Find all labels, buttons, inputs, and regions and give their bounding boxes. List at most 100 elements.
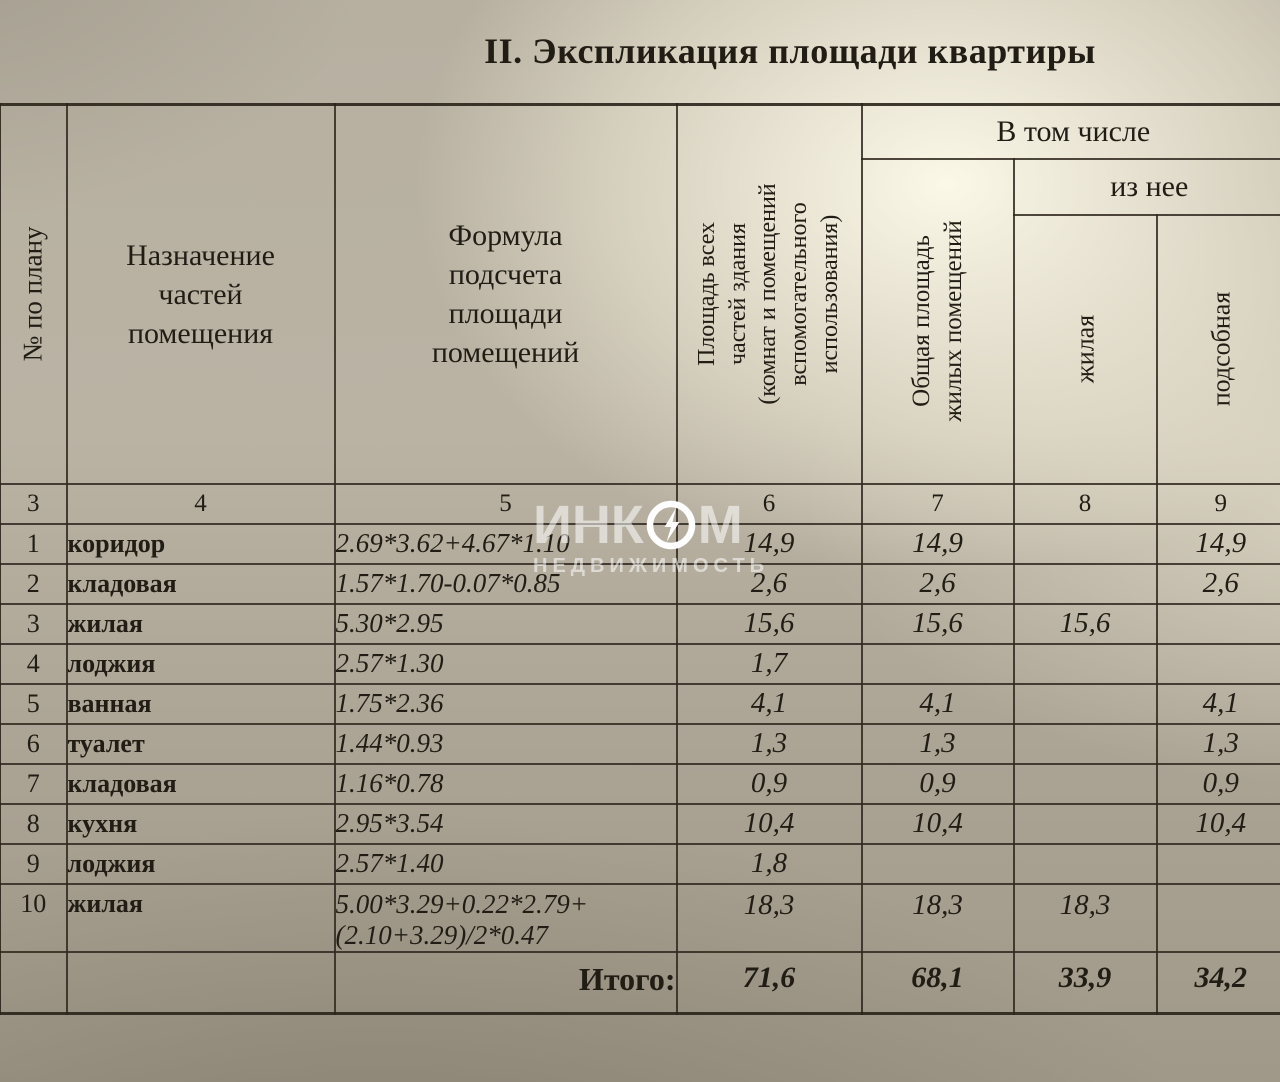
cell-formula: 1.16*0.78: [333, 762, 678, 805]
cell-auxiliary: 2,6: [1155, 562, 1280, 605]
cell-name: жилая: [65, 602, 336, 645]
totals-empty-no: [0, 950, 68, 1015]
cell-formula: 5.00*3.29+0.22*2.79+ (2.10+3.29)/2*0.47: [333, 882, 678, 953]
table-row: 8 кухня 2.95*3.54 10,4 10,4 10,4: [0, 802, 1280, 845]
cell-no: 5: [0, 682, 68, 725]
cell-auxiliary: [1155, 602, 1280, 645]
header-living-total: Общая площадь жилых помещений: [860, 157, 1015, 485]
totals-empty-name: [65, 950, 336, 1015]
table-row: 4 лоджия 2.57*1.30 1,7: [0, 642, 1280, 685]
explication-table: № по плану Назначение частей помещения Ф…: [0, 103, 1280, 1015]
totals-all-area: 71,6: [675, 950, 863, 1015]
cell-living: [1012, 682, 1158, 725]
cell-formula: 1.57*1.70-0.07*0.85: [333, 562, 678, 605]
cell-no: 2: [0, 562, 68, 605]
cell-living-total: 4,1: [860, 682, 1015, 725]
cell-auxiliary: [1155, 842, 1280, 885]
cell-all-area: 4,1: [675, 682, 863, 725]
header-row-3: жилая подсобная: [0, 213, 1280, 485]
column-numbers-row: 3 4 5 6 7 8 9: [0, 482, 1280, 525]
header-plan-no: № по плану: [0, 103, 68, 485]
totals-auxiliary: 34,2: [1155, 950, 1280, 1015]
cell-name: туалет: [65, 722, 336, 765]
header-auxiliary: подсобная: [1155, 213, 1280, 485]
cell-name: жилая: [65, 882, 336, 953]
header-total-area: Площадь всех частей здания (комнат и пом…: [675, 103, 863, 485]
cell-living-total: [860, 842, 1015, 885]
cell-auxiliary: [1155, 642, 1280, 685]
cell-name: кладовая: [65, 762, 336, 805]
cell-formula: 1.75*2.36: [333, 682, 678, 725]
header-row-2: Общая площадь жилых помещений из нее: [0, 157, 1280, 485]
table-row: 5 ванная 1.75*2.36 4,1 4,1 4,1: [0, 682, 1280, 725]
cell-living-total: 2,6: [860, 562, 1015, 605]
header-total-area-label: Площадь всех частей здания (комнат и пом…: [694, 183, 844, 405]
watermark-brand-right: М: [697, 495, 743, 555]
cell-all-area: 1,3: [675, 722, 863, 765]
cell-no: 9: [0, 842, 68, 885]
column-number-cell: 6: [675, 482, 863, 525]
column-number-cell: 7: [860, 482, 1015, 525]
cell-auxiliary: 4,1: [1155, 682, 1280, 725]
header-living: жилая: [1012, 213, 1158, 485]
table-row: 6 туалет 1.44*0.93 1,3 1,3 1,3: [0, 722, 1280, 765]
cell-formula: 1.44*0.93: [333, 722, 678, 765]
header-formula: Формула подсчета площади помещений: [333, 103, 678, 485]
header-living-total-label: Общая площадь жилых помещений: [907, 220, 967, 422]
column-number-cell: 4: [65, 482, 336, 525]
header-purpose: Назначение частей помещения: [65, 103, 336, 485]
cell-no: 7: [0, 762, 68, 805]
cell-living: [1012, 722, 1158, 765]
totals-row: Итого: 71,6 68,1 33,9 34,2: [0, 950, 1280, 1015]
table-row: 9 лоджия 2.57*1.40 1,8: [0, 842, 1280, 885]
column-number-cell: 8: [1012, 482, 1158, 525]
cell-name: ванная: [65, 682, 336, 725]
cell-living: 18,3: [1012, 882, 1158, 953]
column-number-cell: 3: [0, 482, 68, 525]
cell-living: [1012, 802, 1158, 845]
cell-auxiliary: [1155, 882, 1280, 953]
cell-formula: 5.30*2.95: [333, 602, 678, 645]
cell-no: 8: [0, 802, 68, 845]
totals-label: Итого:: [333, 950, 678, 1015]
cell-auxiliary: 14,9: [1155, 522, 1280, 565]
cell-no: 10: [0, 882, 68, 953]
page-title: II. Экспликация площади квартиры: [484, 31, 1096, 71]
cell-living: [1012, 842, 1158, 885]
cell-living: [1012, 562, 1158, 605]
table-row: 2 кладовая 1.57*1.70-0.07*0.85 2,6 2,6 2…: [0, 562, 1280, 605]
cell-living: [1012, 522, 1158, 565]
cell-no: 3: [0, 602, 68, 645]
cell-all-area: 14,9: [675, 522, 863, 565]
cell-all-area: 2,6: [675, 562, 863, 605]
totals-living: 33,9: [1012, 950, 1158, 1015]
cell-no: 6: [0, 722, 68, 765]
cell-auxiliary: 1,3: [1155, 722, 1280, 765]
header-plan-no-label: № по плану: [17, 226, 48, 362]
cell-living-total: [860, 642, 1015, 685]
table-row: 10 жилая 5.00*3.29+0.22*2.79+ (2.10+3.29…: [0, 882, 1280, 953]
cell-all-area: 15,6: [675, 602, 863, 645]
cell-no: 1: [0, 522, 68, 565]
lightning-in-circle-logo-icon: [646, 500, 696, 550]
watermark-brand-left: ИНК: [533, 495, 644, 555]
column-number-cell: 5: [333, 482, 678, 525]
cell-all-area: 0,9: [675, 762, 863, 805]
watermark-brand: ИНК М: [533, 498, 769, 552]
table-row: 7 кладовая 1.16*0.78 0,9 0,9 0,9: [0, 762, 1280, 805]
cell-auxiliary: 0,9: [1155, 762, 1280, 805]
cell-living: [1012, 642, 1158, 685]
cell-formula: 2.69*3.62+4.67*1.10: [333, 522, 678, 565]
header-row-1: № по плану Назначение частей помещения Ф…: [0, 103, 1280, 485]
header-including: В том числе: [860, 103, 1280, 160]
cell-formula: 2.57*1.30: [333, 642, 678, 685]
cell-auxiliary: 10,4: [1155, 802, 1280, 845]
cell-no: 4: [0, 642, 68, 685]
cell-all-area: 1,8: [675, 842, 863, 885]
cell-name: кладовая: [65, 562, 336, 605]
cell-all-area: 18,3: [675, 882, 863, 953]
header-of-it: из нее: [1012, 157, 1280, 216]
header-living-label: жилая: [1070, 314, 1100, 384]
cell-formula: 2.57*1.40: [333, 842, 678, 885]
